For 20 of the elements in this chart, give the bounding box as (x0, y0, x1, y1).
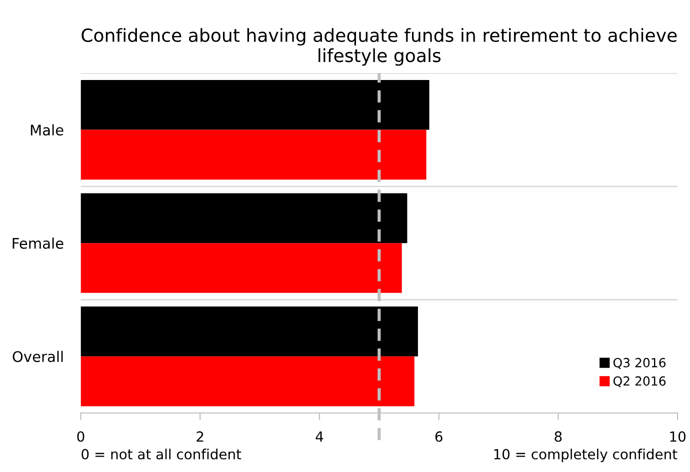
legend-label: Q2 2016 (613, 376, 666, 388)
bar (80, 306, 418, 356)
y-tick-label: Female (12, 238, 64, 249)
bar (80, 243, 402, 293)
bar (80, 193, 408, 244)
x-tick-label: 6 (435, 431, 442, 442)
y-tick-label: Overall (12, 350, 63, 362)
y-tick-label: Male (30, 124, 64, 136)
x-tick-label: 0 (77, 431, 84, 442)
chart-title: Confidence about having adequate funds in retirement to achieve lifestyle goals (82, 28, 677, 66)
x-tick-label: 10 (670, 431, 686, 442)
x-tick-label: 8 (554, 431, 562, 442)
bar (80, 130, 426, 180)
text: 0 = not at all confident (82, 448, 242, 460)
legend-label: Q3 2016 (613, 358, 666, 369)
bar (80, 356, 414, 406)
x-tick-label: 4 (316, 431, 324, 442)
x-tick-label: 2 (196, 431, 204, 442)
bar (80, 80, 430, 130)
text: 10 = completely confident (494, 448, 678, 462)
